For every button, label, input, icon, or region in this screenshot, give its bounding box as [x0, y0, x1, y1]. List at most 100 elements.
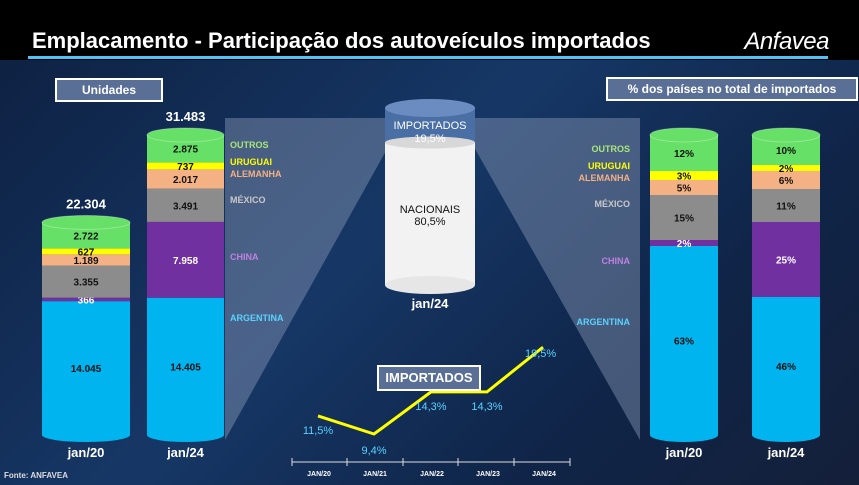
importados-name: IMPORTADOS: [394, 120, 467, 132]
legend-left-china: CHINA: [230, 252, 259, 262]
line-x-label: JAN/21: [363, 471, 387, 478]
units-total: 31.483: [166, 109, 206, 124]
cylinder-cap: [385, 99, 475, 117]
line-data-label: 19,5%: [525, 348, 556, 360]
units-bar-jan20-label-uruguai: 627: [78, 247, 95, 258]
units-bar-jan20-segment-alemanha: [42, 254, 130, 266]
nacionais-name: NACIONAIS: [400, 204, 461, 216]
pct-bar-jan20-segment-alemanha: [650, 180, 718, 195]
pct-category: jan/20: [665, 445, 703, 460]
units-bar-jan20-base: [42, 428, 130, 442]
pct-bar-jan24-cap: [751, 127, 821, 143]
pct-bar-jan24-label-outros: 10%: [776, 146, 796, 157]
units-bar-jan24-cap: [146, 127, 225, 143]
units-bar-jan24-label-alemanha: 2.017: [173, 175, 198, 186]
pct-bar-jan24-segment-china: [752, 222, 820, 297]
pct-bar-jan20-segment-argentina: [650, 246, 718, 435]
units-bar-jan20-segment-uruguai: [42, 248, 130, 255]
line-x-label: JAN/23: [476, 471, 500, 478]
pct-bar-jan20-label-méxico: 15%: [674, 214, 694, 225]
line-x-label: JAN/20: [307, 471, 331, 478]
pct-bar-jan24-label-uruguai: 2%: [779, 164, 794, 175]
line-data-label: 14,3%: [415, 401, 446, 413]
legend-right-méxico: MÉXICO: [594, 199, 630, 209]
units-label: Unidades: [55, 78, 163, 102]
units-bar-jan20-label-méxico: 3.355: [73, 278, 98, 289]
line-x-label: JAN/22: [420, 471, 444, 478]
pct-bar-jan20-label-alemanha: 5%: [677, 184, 692, 195]
legend-left-méxico: MÉXICO: [230, 195, 266, 205]
line-data-label: 14,3%: [471, 401, 502, 413]
line-x-label: JAN/24: [532, 471, 556, 478]
units-bar-jan24-label-méxico: 3.491: [173, 201, 198, 212]
pct-bar-jan24-base: [752, 428, 820, 442]
line-data-label: 9,4%: [361, 445, 386, 457]
units-bar-jan20-segment-argentina: [42, 301, 130, 435]
legend-left-alemanha: ALEMANHA: [230, 169, 282, 179]
units-bar-jan24-segment-uruguai: [147, 162, 224, 170]
legend-right-alemanha: ALEMANHA: [579, 173, 631, 183]
legend-right-argentina: ARGENTINA: [577, 317, 631, 327]
units-bar-jan24-segment-alemanha: [147, 169, 224, 189]
pct-category: jan/24: [767, 445, 806, 460]
units-total: 22.304: [66, 196, 107, 211]
units-category: jan/20: [67, 445, 105, 460]
cylinder-divider: [385, 136, 475, 149]
units-bar-jan20-segment-china: [42, 297, 130, 302]
legend-right-outros: OUTROS: [591, 144, 630, 154]
pct-bar-jan20-label-uruguai: 3%: [677, 172, 692, 183]
right-connector-panel: [470, 118, 640, 440]
pct-bar-jan24-segment-alemanha: [752, 171, 820, 189]
units-bar-jan20-segment-méxico: [42, 265, 130, 298]
pct-bar-jan20-label-outros: 12%: [674, 149, 694, 160]
legend-left-uruguai: URUGUAI: [230, 157, 272, 167]
units-bar-jan24-label-uruguai: 737: [177, 162, 194, 173]
units-bar-jan24-label-china: 7.958: [173, 256, 198, 267]
legend-right-china: CHINA: [602, 256, 631, 266]
pct-bar-jan24-label-argentina: 46%: [776, 362, 796, 373]
units-bar-jan24-label-outros: 2.875: [173, 145, 198, 156]
header-bar: [0, 0, 859, 60]
anfavea-logo: Anfavea: [744, 28, 829, 55]
pct-bar-jan20-segment-uruguai: [650, 171, 718, 180]
units-bar-jan20-label-alemanha: 1.189: [73, 256, 98, 267]
pct-bar-jan20-segment-china: [650, 240, 718, 246]
importados-line-title: IMPORTADOS: [377, 365, 481, 391]
left-connector-panel: [225, 118, 392, 440]
pct-bar-jan24-segment-méxico: [752, 189, 820, 222]
units-bar-jan20-label-china: 366: [78, 295, 95, 306]
legend-left-argentina: ARGENTINA: [230, 313, 284, 323]
legend-left-outros: OUTROS: [230, 140, 269, 150]
units-bar-jan20-label-argentina: 14.045: [71, 364, 102, 375]
units-bar-jan24-segment-argentina: [147, 297, 224, 435]
pct-bar-jan24-label-china: 25%: [776, 256, 796, 267]
importados-value: 19,5%: [414, 133, 445, 145]
pct-bar-jan24-segment-argentina: [752, 297, 820, 435]
pct-bar-jan20-label-china: 2%: [677, 239, 692, 250]
units-bar-jan20-cap: [41, 214, 131, 230]
units-bar-jan24-label-argentina: 14.405: [170, 362, 201, 373]
pct-bar-jan20-segment-méxico: [650, 195, 718, 240]
pct-bar-jan24-label-alemanha: 6%: [779, 176, 794, 187]
cylinder-category: jan/24: [411, 296, 450, 311]
legend-right-uruguai: URUGUAI: [588, 161, 630, 171]
importados-line: [317, 345, 544, 436]
line-data-label: 11,5%: [303, 425, 334, 437]
pct-bar-jan20-label-argentina: 63%: [674, 337, 694, 348]
units-bar-jan24-segment-china: [147, 221, 224, 298]
units-bar-jan24-base: [147, 428, 224, 442]
pct-bar-jan24-label-méxico: 11%: [776, 202, 796, 213]
page-title: Emplacamento - Participação dos autoveíc…: [32, 28, 651, 53]
source-note: Fonte: ANFAVEA: [4, 471, 68, 480]
units-bar-jan20-label-outros: 2.722: [73, 231, 98, 242]
cylinder-base: [385, 276, 475, 294]
units-bar-jan24-segment-méxico: [147, 188, 224, 222]
nacionais-value: 80,5%: [414, 216, 445, 228]
pct-bar-jan24-segment-uruguai: [752, 165, 820, 171]
header-divider: [28, 56, 828, 59]
pct-bar-jan20-cap: [649, 127, 719, 143]
pct-label: % dos países no total de importados: [606, 77, 858, 101]
units-category: jan/24: [166, 445, 205, 460]
